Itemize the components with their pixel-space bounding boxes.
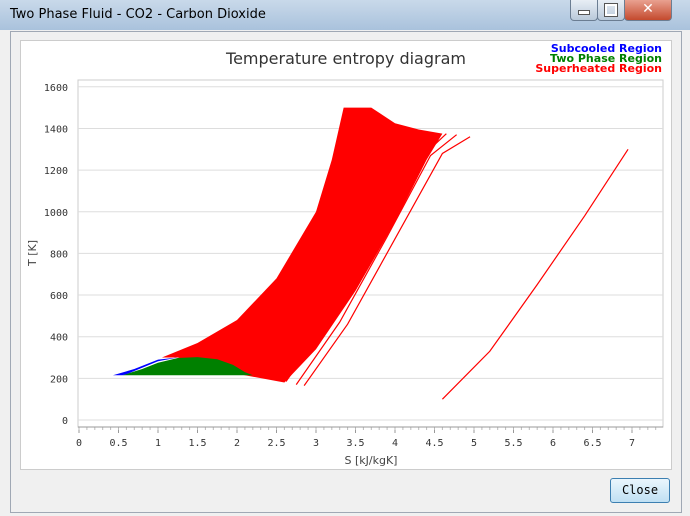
x-tick-label: 0 — [76, 438, 82, 449]
x-tick-label: 3 — [313, 438, 319, 449]
chart-title: Temperature entropy diagram — [225, 49, 466, 68]
legend-item: Two Phase Region — [550, 52, 662, 65]
close-window-button[interactable]: ✕ — [624, 0, 672, 21]
x-tick-label: 5 — [471, 438, 477, 449]
close-button[interactable]: Close — [610, 478, 670, 503]
y-axis-label: T [K] — [26, 240, 39, 267]
y-tick-label: 1000 — [44, 208, 68, 219]
close-icon: ✕ — [642, 1, 654, 17]
x-tick-label: 4.5 — [425, 438, 443, 449]
x-tick-label: 3.5 — [346, 438, 364, 449]
y-tick-label: 600 — [50, 291, 68, 302]
x-tick-label: 4 — [392, 438, 398, 449]
x-tick-label: 5.5 — [504, 438, 522, 449]
region-two-phase-region — [122, 357, 253, 376]
minimize-icon — [578, 10, 590, 15]
y-tick-label: 0 — [62, 416, 68, 427]
legend-item: Subcooled Region — [551, 42, 662, 55]
y-tick-label: 200 — [50, 374, 68, 385]
title-bar: Two Phase Fluid - CO2 - Carbon Dioxide ✕ — [0, 0, 690, 30]
x-axis-label: S [kJ/kgK] — [345, 454, 398, 467]
x-tick-label: 1 — [155, 438, 161, 449]
isobar-line — [285, 133, 447, 382]
x-tick-label: 0.5 — [109, 438, 127, 449]
x-tick-label: 2.5 — [267, 438, 285, 449]
isobar-line — [295, 134, 457, 385]
y-tick-label: 1400 — [44, 124, 68, 135]
x-tick-label: 6.5 — [583, 438, 601, 449]
x-tick-label: 1.5 — [188, 438, 206, 449]
y-tick-label: 800 — [50, 249, 68, 260]
y-tick-label: 1600 — [44, 83, 68, 94]
x-tick-label: 6 — [550, 438, 556, 449]
y-tick-label: 1200 — [44, 166, 68, 177]
x-tick-label: 2 — [234, 438, 240, 449]
region-subcooled-region — [112, 357, 178, 376]
maximize-button[interactable] — [597, 0, 625, 21]
x-tick-label: 7 — [629, 438, 635, 449]
y-tick-label: 400 — [50, 333, 68, 344]
window-title: Two Phase Fluid - CO2 - Carbon Dioxide — [10, 7, 266, 22]
maximize-icon — [604, 3, 618, 17]
isobar-line — [441, 148, 629, 400]
legend-item: Superheated Region — [535, 62, 662, 75]
isobar-line — [303, 136, 471, 386]
region-superheated-region — [161, 107, 443, 383]
